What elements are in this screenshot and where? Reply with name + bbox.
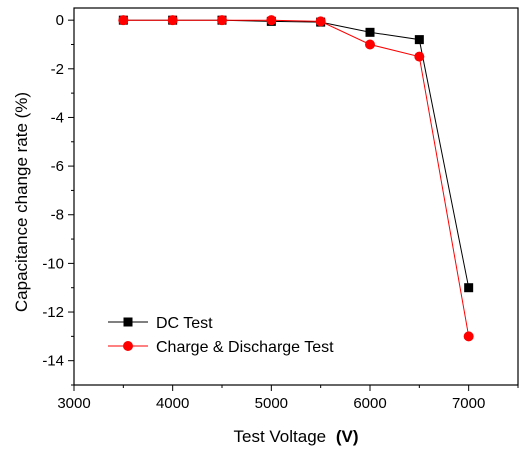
data-point-circle	[118, 15, 129, 26]
legend: DC Test Charge & Discharge Test	[108, 315, 334, 356]
axes: 3000 4000 5000 6000 7000 0 -2 -4 -6 -8 -10 -12 -14	[42, 7, 519, 412]
legend-label: Charge & Discharge Test	[156, 339, 334, 356]
x-tick-label: 6000	[353, 395, 386, 412]
x-axis-unit: (V)	[336, 427, 359, 446]
series-line	[123, 19, 470, 337]
plot-frame	[73, 7, 519, 386]
x-axis-label: Test Voltage	[233, 427, 326, 446]
x-tick-label: 3000	[57, 395, 90, 412]
data-point-circle	[167, 15, 178, 26]
y-tick-label: -2	[51, 61, 64, 78]
y-axis-title: Capacitance change rate (%)	[12, 92, 31, 312]
data-point-circle	[463, 331, 474, 342]
x-tick-label: 7000	[452, 395, 485, 412]
y-tick-label: -6	[51, 158, 64, 175]
data-point-circle	[315, 16, 326, 27]
legend-marker-square	[123, 317, 133, 327]
x-tick-label: 4000	[156, 395, 189, 412]
y-tick-label: -8	[51, 207, 64, 224]
data-point-circle	[266, 15, 277, 26]
x-tick-label: 5000	[255, 395, 288, 412]
series-layer	[118, 15, 474, 342]
legend-label: DC Test	[156, 315, 213, 332]
data-point-circle	[414, 51, 425, 62]
y-tick-label: 0	[56, 12, 64, 29]
y-tick-label: -4	[51, 109, 64, 126]
y-tick-label: -14	[42, 353, 64, 370]
y-tick-label: -10	[42, 255, 64, 272]
data-point-circle	[217, 15, 227, 26]
data-point-circle	[365, 39, 375, 50]
x-axis-title: Test Voltage (V)	[233, 427, 358, 446]
series-2	[118, 15, 474, 342]
data-point-square	[464, 283, 474, 293]
legend-marker-circle	[123, 341, 133, 351]
data-point-square	[365, 27, 375, 37]
data-point-square	[414, 35, 424, 45]
y-tick-label: -12	[42, 304, 64, 321]
